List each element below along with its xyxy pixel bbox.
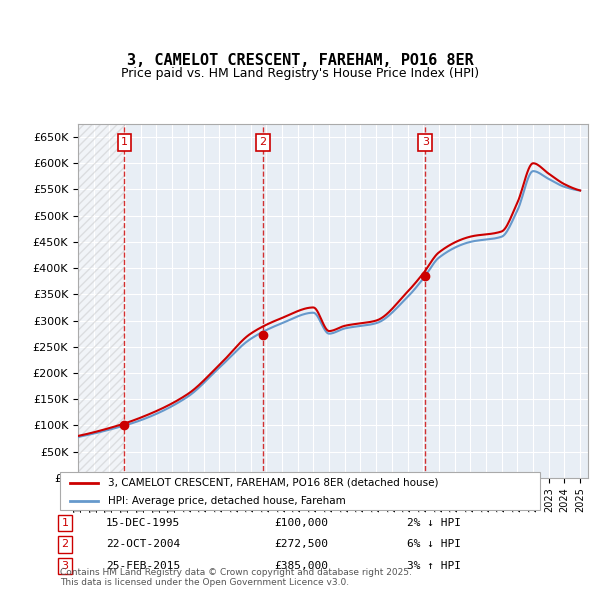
Text: 3: 3 (62, 561, 68, 571)
Text: 3: 3 (422, 137, 428, 148)
Text: 3, CAMELOT CRESCENT, FAREHAM, PO16 8ER: 3, CAMELOT CRESCENT, FAREHAM, PO16 8ER (127, 53, 473, 68)
Text: 2% ↓ HPI: 2% ↓ HPI (407, 518, 461, 528)
Text: Contains HM Land Registry data © Crown copyright and database right 2025.
This d: Contains HM Land Registry data © Crown c… (60, 568, 412, 587)
Text: 6% ↓ HPI: 6% ↓ HPI (407, 539, 461, 549)
FancyBboxPatch shape (60, 472, 540, 510)
Text: 2: 2 (259, 137, 266, 148)
Text: £385,000: £385,000 (274, 561, 328, 571)
Text: 3% ↑ HPI: 3% ↑ HPI (407, 561, 461, 571)
Text: 25-FEB-2015: 25-FEB-2015 (106, 561, 180, 571)
Text: 15-DEC-1995: 15-DEC-1995 (106, 518, 180, 528)
Text: £272,500: £272,500 (274, 539, 328, 549)
Bar (78, 111, 125, 478)
Text: 1: 1 (121, 137, 128, 148)
Text: 2: 2 (62, 539, 68, 549)
Text: 22-OCT-2004: 22-OCT-2004 (106, 539, 180, 549)
Text: £100,000: £100,000 (274, 518, 328, 528)
Text: HPI: Average price, detached house, Fareham: HPI: Average price, detached house, Fare… (108, 496, 346, 506)
Text: 1: 1 (62, 518, 68, 528)
Text: 3, CAMELOT CRESCENT, FAREHAM, PO16 8ER (detached house): 3, CAMELOT CRESCENT, FAREHAM, PO16 8ER (… (108, 478, 439, 488)
Text: Price paid vs. HM Land Registry's House Price Index (HPI): Price paid vs. HM Land Registry's House … (121, 67, 479, 80)
